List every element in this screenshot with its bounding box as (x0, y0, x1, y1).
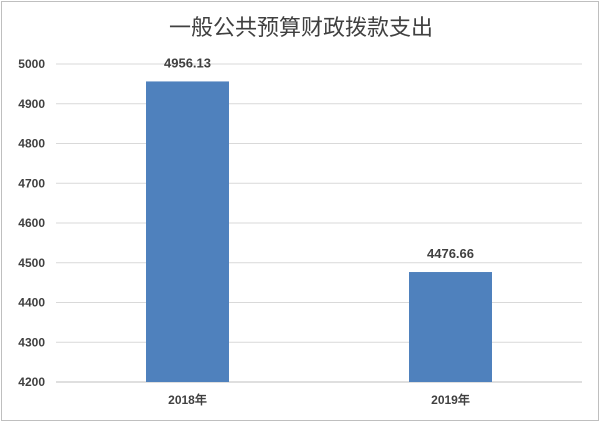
y-tick-label: 4400 (18, 296, 45, 310)
x-axis-ticks: 2018年 2019年 (168, 392, 470, 407)
data-labels: 4956.13 4476.66 (164, 55, 474, 261)
y-tick-label: 4500 (18, 256, 45, 270)
y-tick-label: 4600 (18, 216, 45, 230)
x-tick-label: 2018年 (168, 392, 207, 407)
bars (146, 81, 492, 382)
y-tick-label: 4200 (18, 375, 45, 389)
chart-title: 一般公共预算财政拨款支出 (168, 16, 433, 41)
y-tick-label: 4700 (18, 176, 45, 190)
y-tick-label: 4300 (18, 335, 45, 349)
data-label: 4956.13 (164, 55, 211, 70)
y-tick-label: 4800 (18, 137, 45, 151)
gridlines (56, 63, 582, 383)
bar (409, 272, 492, 382)
x-tick-label: 2019年 (431, 392, 470, 407)
bar (146, 81, 229, 382)
y-axis-ticks: 4200 4300 4400 4500 4600 4700 4800 4900 5000 (18, 57, 45, 389)
data-label: 4476.66 (427, 246, 474, 261)
y-tick-label: 5000 (18, 57, 45, 71)
y-tick-label: 4900 (18, 97, 45, 111)
